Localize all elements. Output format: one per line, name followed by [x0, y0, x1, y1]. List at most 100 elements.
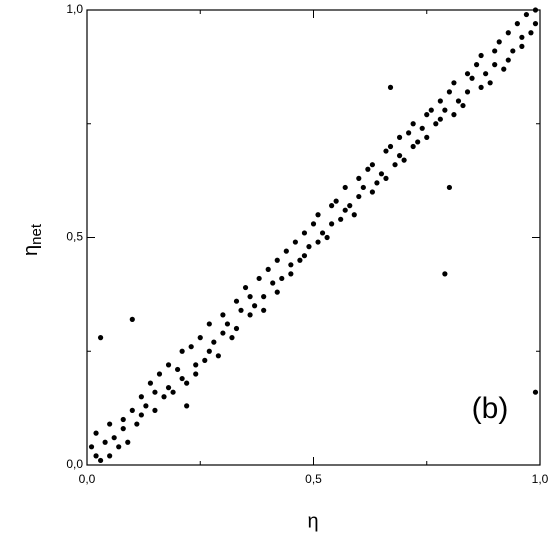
point [274, 257, 280, 263]
point [483, 71, 489, 77]
point [129, 316, 135, 322]
point [274, 289, 280, 295]
point [324, 234, 330, 241]
point [451, 80, 457, 86]
point [342, 184, 348, 191]
point [410, 121, 416, 127]
point [532, 21, 539, 27]
y-tick-label: 0,5 [66, 230, 83, 244]
point [165, 385, 172, 391]
point [369, 162, 375, 168]
point [211, 339, 217, 345]
point [161, 394, 167, 400]
point [292, 239, 298, 245]
y-axis-label-sub: net [28, 223, 45, 245]
point [419, 125, 425, 131]
point [356, 175, 362, 181]
point [478, 84, 484, 90]
point [179, 348, 185, 354]
point [446, 89, 452, 95]
point [184, 403, 190, 409]
point [333, 198, 339, 204]
point [202, 357, 208, 363]
point [410, 143, 416, 150]
point [455, 98, 462, 104]
point [215, 353, 221, 359]
point [464, 89, 471, 95]
y-axis-label-main: η [20, 245, 42, 256]
point [406, 130, 412, 136]
point [329, 221, 335, 227]
point [510, 48, 516, 54]
point [116, 444, 122, 450]
x-tick-label: 0,0 [79, 472, 96, 486]
point [387, 84, 394, 90]
point [138, 412, 144, 418]
point [261, 307, 267, 313]
x-tick-label: 1,0 [532, 472, 549, 486]
point [107, 421, 113, 427]
point [446, 184, 452, 191]
point [247, 312, 253, 318]
point [102, 439, 108, 445]
point [279, 275, 285, 282]
y-tick-label: 1,0 [66, 2, 83, 16]
point [451, 112, 457, 118]
point [111, 435, 117, 441]
point [387, 143, 394, 150]
point [197, 335, 203, 341]
y-tick-label: 0,0 [66, 457, 83, 471]
point [401, 157, 407, 163]
point [125, 439, 131, 445]
point [165, 362, 172, 368]
point [188, 344, 194, 350]
point [519, 34, 525, 40]
point [229, 335, 235, 341]
point [120, 426, 126, 432]
point [378, 171, 385, 177]
point [156, 371, 163, 377]
point [184, 380, 190, 386]
point [170, 389, 176, 395]
point [478, 52, 484, 59]
point [297, 257, 303, 263]
point [473, 62, 480, 68]
point [306, 244, 312, 250]
point [97, 335, 104, 341]
point [247, 294, 253, 300]
point [428, 107, 434, 113]
point [369, 189, 375, 195]
point [143, 403, 149, 409]
point [360, 184, 366, 191]
point [288, 271, 294, 277]
point [179, 375, 185, 382]
point [193, 371, 199, 377]
point [152, 389, 158, 395]
point [265, 266, 271, 272]
point [374, 180, 380, 186]
point [283, 248, 289, 254]
point [492, 48, 498, 54]
panel-label: (b) [472, 392, 509, 425]
point [261, 294, 267, 300]
point [315, 239, 321, 245]
point [93, 430, 99, 436]
point [206, 321, 212, 327]
point [487, 80, 493, 86]
point [252, 303, 258, 309]
point [238, 307, 244, 313]
point [134, 421, 140, 427]
point [365, 166, 371, 172]
point [342, 207, 348, 213]
point [514, 21, 520, 27]
point [437, 98, 443, 104]
point [501, 66, 507, 72]
point [242, 284, 249, 291]
point [460, 102, 466, 109]
point [424, 112, 430, 118]
point [224, 321, 231, 327]
point [301, 253, 308, 259]
point [93, 453, 99, 459]
x-axis-label: η [307, 510, 318, 532]
